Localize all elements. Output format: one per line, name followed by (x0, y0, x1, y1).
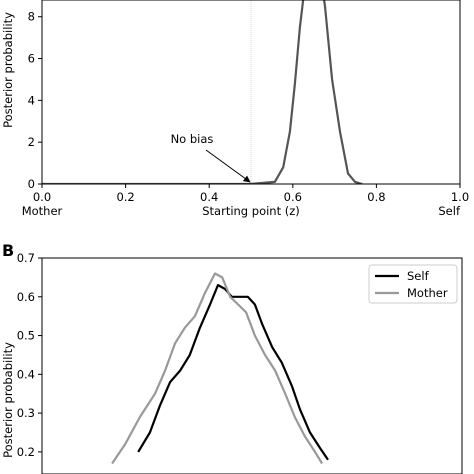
legend-label: Self (407, 269, 430, 283)
x-tick-sublabel: Mother (22, 204, 63, 218)
annotation-arrow (205, 149, 251, 183)
y-tick-label: 2 (28, 135, 35, 149)
line-series (42, 0, 363, 184)
y-tick-label: 0.7 (17, 251, 35, 265)
line-series (111, 272, 324, 465)
x-axis-label: Starting point (z) (202, 204, 300, 218)
y-tick-label: 0.4 (17, 367, 35, 381)
y-axis-label: Posterior probability (1, 342, 15, 458)
y-tick-label: 4 (28, 93, 35, 107)
y-tick-label: 0.3 (17, 406, 35, 420)
annotation: No bias (171, 132, 214, 146)
x-tick-label: 0.0 (33, 190, 51, 204)
y-axis-label: Posterior probability (1, 12, 15, 128)
y-tick-label: 0.5 (17, 329, 35, 343)
y-tick-label: 0.6 (17, 290, 35, 304)
plot-frame (41, 0, 461, 185)
y-tick-label: 0.2 (17, 445, 35, 459)
x-tick-label: 0.4 (200, 190, 218, 204)
plot-frame (41, 257, 463, 474)
x-tick-label: 0.2 (116, 190, 134, 204)
x-tick-sublabel: Self (438, 204, 461, 218)
x-tick-label: 0.8 (367, 190, 385, 204)
legend-label: Mother (407, 286, 448, 300)
panel-label: B (2, 241, 14, 260)
y-tick-label: 6 (28, 52, 35, 66)
x-tick-label: 0.6 (284, 190, 302, 204)
y-tick-label: 8 (28, 10, 35, 24)
y-tick-label: 0 (28, 177, 35, 191)
x-tick-label: 1.0 (451, 190, 469, 204)
line-series (137, 284, 329, 461)
